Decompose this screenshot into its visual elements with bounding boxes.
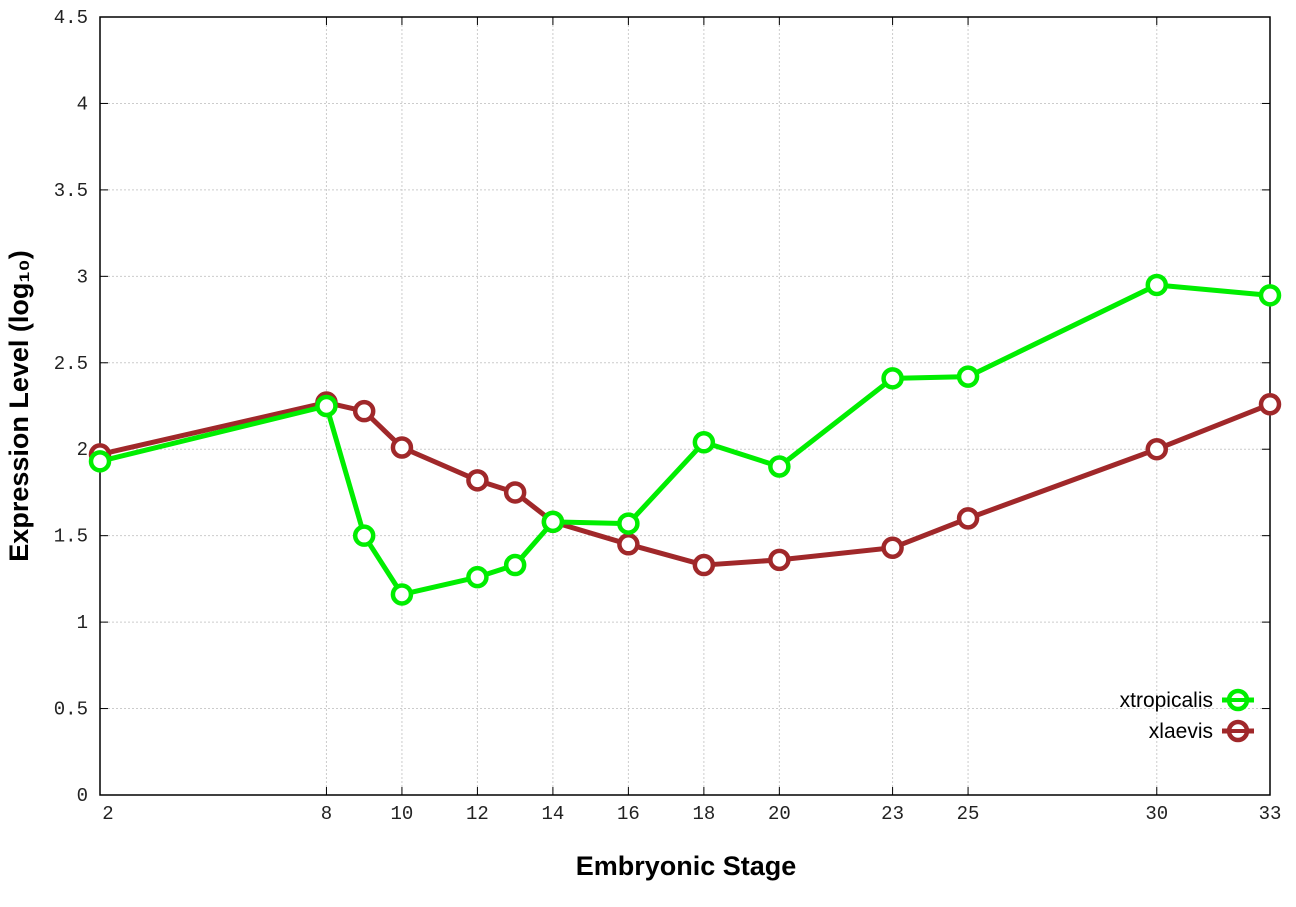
x-tick-label: 2 — [102, 803, 113, 825]
y-tick-label: 0.5 — [54, 699, 88, 721]
x-tick-label: 12 — [466, 803, 489, 825]
y-tick-label: 4.5 — [54, 7, 88, 29]
xtropicalis-point — [1258, 284, 1282, 307]
xlaevis-point — [1258, 393, 1282, 416]
xlaevis-point — [503, 481, 527, 504]
xlaevis-point — [956, 507, 980, 530]
xtropicalis-point — [617, 512, 640, 535]
y-tick-label: 4 — [77, 93, 88, 115]
xtropicalis-point — [541, 510, 565, 534]
xtropicalis-point — [692, 431, 716, 454]
legend-label: xtropicalis — [1120, 689, 1213, 712]
grid — [100, 17, 1270, 795]
x-tick-label: 18 — [692, 803, 715, 825]
xtropicalis-line — [99, 282, 1271, 597]
xlaevis-point — [768, 548, 791, 572]
x-tick-label: 16 — [617, 803, 640, 825]
y-tick-label: 2.5 — [54, 353, 88, 375]
xlaevis-point — [466, 469, 489, 492]
x-tick-label: 25 — [957, 803, 980, 825]
legend-label: xlaevis — [1149, 720, 1213, 743]
x-tick-label: 8 — [321, 803, 332, 825]
xlaevis-line — [99, 400, 1271, 568]
plot-frame — [99, 16, 1271, 796]
x-axis-title: Embryonic Stage — [576, 851, 797, 881]
xlaevis-point — [1145, 437, 1169, 461]
x-tick-label: 14 — [541, 803, 564, 825]
x-tick-label: 10 — [391, 803, 414, 825]
y-tick-label: 3.5 — [54, 180, 88, 202]
y-tick-label: 3 — [77, 266, 88, 288]
x-tick-label: 20 — [768, 803, 791, 825]
xlaevis-point — [352, 399, 376, 423]
xlaevis-point — [881, 536, 904, 560]
series-group — [88, 273, 1282, 606]
xtropicalis-point — [503, 553, 527, 577]
y-tick-label: 1.5 — [54, 526, 88, 548]
x-tick-label: 23 — [881, 803, 904, 825]
xtropicalis-point — [956, 365, 980, 388]
ticks: 0 0.5 1 1.5 2 2.5 3 3.5 4 4.5 2 8 10 12 14 16 18 20 23 25 30… — [54, 7, 1282, 825]
xtropicalis-point — [466, 565, 489, 589]
legend: xtropicalis xlaevis — [1120, 688, 1254, 743]
y-tick-label: 1 — [77, 612, 88, 634]
y-tick-label: 2 — [77, 439, 88, 461]
x-tick-label: 30 — [1145, 803, 1168, 825]
xlaevis-series — [88, 391, 1282, 577]
xtropicalis-point — [315, 394, 338, 418]
y-axis-title: Expression Level (log₁₀) — [4, 250, 34, 561]
xtropicalis-point — [390, 583, 414, 606]
xtropicalis-point — [768, 455, 791, 478]
xtropicalis-point — [352, 524, 376, 547]
xlaevis-point — [692, 553, 716, 577]
xlaevis-point — [390, 436, 414, 459]
xtropicalis-series — [88, 273, 1282, 606]
xtropicalis-point — [881, 367, 904, 390]
xtropicalis-point — [88, 450, 112, 473]
xlaevis-point — [617, 533, 640, 556]
xtropicalis-point — [1145, 273, 1169, 297]
y-tick-label: 0 — [77, 785, 88, 807]
x-tick-label: 33 — [1259, 803, 1282, 825]
